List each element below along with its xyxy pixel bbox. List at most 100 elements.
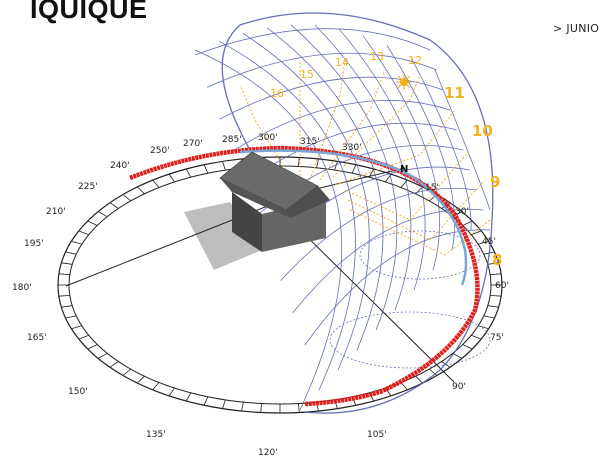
azimuth-label: 90' [452,382,466,392]
dome-meridian [338,28,426,291]
ring-tick [203,164,209,174]
dome-parallel [207,52,437,88]
ring-tick [97,211,108,218]
azimuth-label: 180' [12,283,32,293]
azimuth-label: 105' [367,430,387,440]
azimuth-label: 15' [425,183,439,193]
ring-tick [152,382,160,391]
hour-label: 16 [270,87,284,100]
ring-tick [58,273,70,275]
dome-parallel [219,76,444,120]
dome-outline [221,12,494,414]
ring-tick [78,230,89,236]
ring-tick [298,403,300,413]
ring-tick [109,361,119,368]
ring-tick [462,344,473,350]
ring-tick [490,273,502,275]
ring-tick [65,315,77,319]
ring-tick [478,240,489,245]
ring-tick [61,305,73,308]
azimuth-label: 240' [110,161,130,171]
dome-meridian [194,49,343,411]
ring-tick [78,334,89,340]
azimuth-label: 30' [455,207,469,217]
hour-label: 8 [492,251,502,269]
house-shadow [184,202,262,270]
ring-tick [203,396,209,406]
ring-tick [185,168,192,178]
dome-meridian [386,45,455,251]
ring-tick [61,262,73,265]
ring-tick [260,403,262,413]
ring-tick [222,161,226,171]
dome-parallel [280,187,477,281]
ring-tick [71,325,82,330]
hour-label: 15 [300,68,314,81]
ring-tick [71,240,82,245]
ring-tick [122,194,132,202]
ring-tick [483,315,495,319]
ring-tick [351,164,357,174]
hour-labels: 8 9 10 11 12 13 14 15 16 [270,50,502,269]
ring-tick [452,352,463,359]
dome-meridian [290,24,398,331]
ring-tick [222,399,226,409]
ring-tick [471,334,482,340]
ring-tick [137,186,145,195]
azimuth-label: 270' [183,139,203,149]
azimuth-label: 165' [27,333,47,343]
azimuth-label: 60' [495,281,509,291]
dome-meridian [314,24,412,311]
azimuth-label: 195' [24,239,44,249]
azimuth-label: 45' [482,237,496,247]
azimuth-label: 135' [146,430,166,440]
dome-inner-ring [359,230,481,280]
ring-tick [109,202,119,209]
ring-tick [168,173,175,183]
dome-parallel [231,100,451,153]
ring-tick [487,262,499,265]
ring-tick [241,402,244,412]
azimuth-label: 210' [46,207,66,217]
dome-meridian [218,40,356,391]
dome-meridian [362,35,440,271]
hour-label: 11 [444,84,465,102]
sun-path-blue [239,149,468,286]
azimuth-labels: 15' 30' 45' 60' 75' 90' 105' 120' 135' 1… [12,133,509,458]
hour-label: 14 [335,56,349,69]
city-title: IQUIQUE [30,0,148,24]
ring-tick [122,368,132,376]
azimuth-label: 315' [300,137,320,147]
ring-tick [137,375,145,384]
ring-tick [298,157,300,167]
azimuth-label: 75' [490,333,504,343]
dome-meridian [434,69,491,211]
ring-tick [316,158,319,168]
dome-meridian [242,33,370,371]
ring-tick [334,161,338,171]
ring-tick [471,230,482,236]
azimuth-label: 300' [258,133,278,143]
sun-path-red [129,145,480,407]
ring-tick [487,305,499,308]
azimuth-label: 250' [150,146,170,156]
ring-tick [87,344,98,350]
ring-tick [168,387,175,397]
ring-tick [97,352,108,359]
ring-tick [490,295,502,297]
azimuth-label: 285' [222,135,242,145]
azimuth-label: 225' [78,182,98,192]
hour-lines [239,59,491,256]
ring-tick [65,251,77,255]
dome-parallel [194,28,431,56]
ring-tick [58,295,70,297]
ring-tick [87,220,98,226]
ring-tick [415,375,423,384]
house-model [219,151,330,252]
ring-tick [185,392,192,402]
hour-label: 12 [408,54,422,67]
ring-tick [428,368,438,376]
dome-inner-ring [329,311,491,369]
dome-meridian [266,27,384,351]
